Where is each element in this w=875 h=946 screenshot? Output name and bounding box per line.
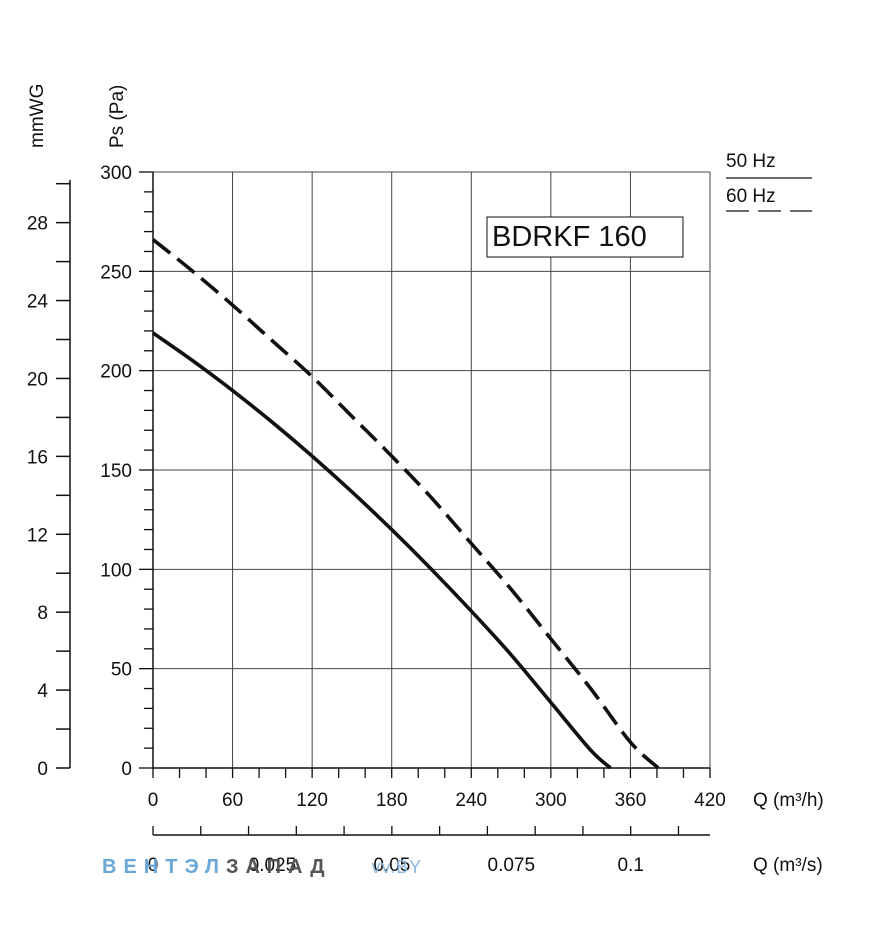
chart-title: BDRKF 160 bbox=[492, 221, 647, 253]
y-tick-label: 250 bbox=[100, 262, 132, 283]
y2-tick-label: 12 bbox=[27, 525, 48, 546]
x-tick-label: 180 bbox=[376, 790, 408, 811]
y-tick-label: 100 bbox=[100, 560, 132, 581]
series-group bbox=[151, 238, 660, 770]
watermark: ВЕНТЭЛЗАПАД vv.BY bbox=[102, 856, 422, 879]
y2-tick-label: 4 bbox=[37, 681, 48, 702]
y2-tick-label: 0 bbox=[37, 759, 48, 780]
x-tick-label: 360 bbox=[615, 790, 647, 811]
y2-tick-label: 8 bbox=[37, 603, 48, 624]
y-axis-label: Ps (Pa) bbox=[107, 85, 128, 148]
x-axis-label: Q (m³/h) bbox=[753, 790, 824, 811]
x2-tick-label: 0.05 bbox=[373, 855, 410, 876]
y2-tick-label: 24 bbox=[27, 292, 49, 313]
watermark-part2: ЗАПАД bbox=[225, 856, 332, 878]
x2-tick-label: 0.075 bbox=[488, 855, 536, 876]
y-tick-label: 0 bbox=[121, 759, 132, 780]
watermark-part3: vv.BY bbox=[371, 857, 423, 877]
plot-grid bbox=[152, 171, 711, 769]
watermark-part1: ВЕНТЭЛ bbox=[102, 856, 226, 878]
y2-tick-label: 16 bbox=[27, 447, 48, 468]
y2-tick-label: 28 bbox=[27, 214, 48, 235]
title-box bbox=[486, 216, 684, 258]
y-tick-label: 300 bbox=[100, 163, 132, 184]
legend-label-50hz: 50 Hz bbox=[726, 151, 776, 172]
x-tick-label: 120 bbox=[296, 790, 328, 811]
y-tick-label: 50 bbox=[111, 660, 132, 681]
legend-label-60hz: 60 Hz bbox=[726, 186, 776, 207]
series-line-50hz bbox=[151, 331, 612, 770]
legend: 50 Hz 60 Hz bbox=[726, 151, 812, 212]
x-tick-label: 60 bbox=[222, 790, 243, 811]
x2-tick-label: 0.1 bbox=[617, 855, 643, 876]
x-tick-label: 420 bbox=[694, 790, 726, 811]
series-line-60hz bbox=[151, 238, 660, 770]
x-tick-label: 300 bbox=[535, 790, 567, 811]
x-tick-label: 240 bbox=[455, 790, 487, 811]
x2-axis-label: Q (m³/s) bbox=[753, 855, 823, 876]
y2-tick-label: 20 bbox=[27, 369, 48, 390]
y-tick-label: 150 bbox=[100, 461, 132, 482]
y-tick-label: 200 bbox=[100, 362, 132, 383]
x-tick-label: 0 bbox=[148, 790, 159, 811]
x2-tick-label: 0.025 bbox=[249, 855, 297, 876]
y2-axis-label: mmWG bbox=[27, 84, 48, 148]
x2-tick-label: 0 bbox=[148, 855, 159, 876]
